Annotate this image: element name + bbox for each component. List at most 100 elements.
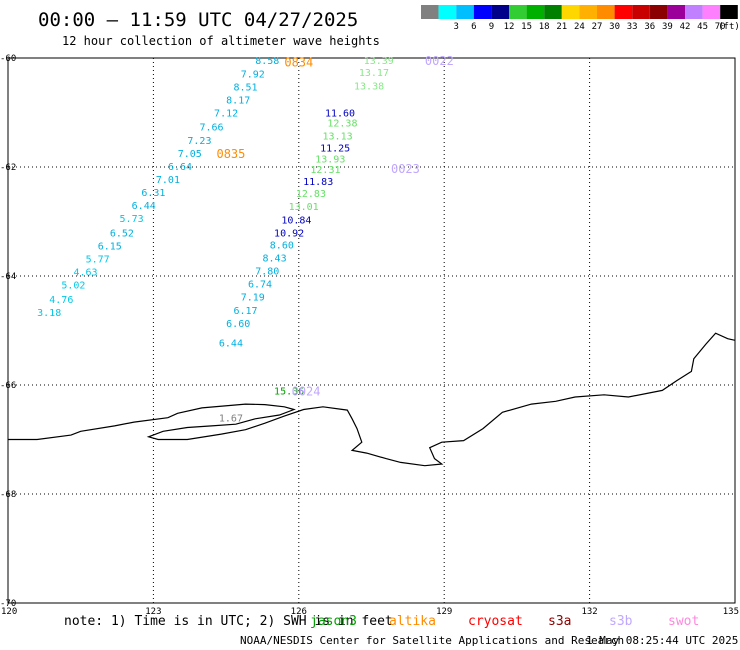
legend-tick-label: 39 [662, 22, 673, 32]
pass-time-labels: 0834 0835 0022 0023 0024 [216, 54, 453, 398]
legend-tick-label: 36 [644, 22, 655, 32]
pass-time-label: 0024 [292, 384, 321, 398]
legend-swatch [456, 5, 474, 19]
legend-swatch [561, 5, 580, 19]
satellite-name: s3a [548, 614, 571, 629]
satellite-name: jason3 [310, 614, 357, 629]
legend-tick-label: 6 [471, 22, 476, 32]
wave-height-label: 6.52 [110, 228, 134, 239]
chart-title: 00:00 – 11:59 UTC 04/27/2025 [38, 9, 358, 31]
x-tick-label: 129 [436, 607, 452, 617]
legend-swatch [667, 5, 685, 19]
chart-subtitle: 12 hour collection of altimeter wave hei… [62, 34, 380, 48]
legend-swatch [491, 5, 509, 19]
wave-height-label: 13.01 [289, 202, 319, 213]
legend-tick-label: 15 [521, 22, 532, 32]
legend-swatch [526, 5, 545, 19]
legend-tick-label: 33 [627, 22, 638, 32]
wave-height-label: 4.63 [73, 268, 97, 279]
wave-height-label: 10.92 [274, 228, 304, 239]
legend-unit: (ft) [718, 22, 740, 32]
x-tick-label: 132 [581, 607, 597, 617]
satellite-name: s3b [609, 614, 633, 629]
wave-height-label: 7.01 [156, 175, 180, 186]
legend-swatch [614, 5, 633, 19]
wave-height-label: 6.64 [168, 162, 192, 173]
axis-ticks: 120 123 126 129 132 135 -60 -62 -64 -66 -68 -70 [0, 54, 739, 617]
wave-height-label: 10.84 [281, 215, 311, 226]
legend-swatch [509, 5, 527, 19]
wave-height-label: 12.31 [310, 165, 340, 176]
satellite-name: altika [389, 614, 436, 629]
wave-height-label: 6.17 [233, 306, 257, 317]
color-legend: 3 6 9 12 15 18 21 24 27 30 33 36 39 42 45 70(ft) [421, 5, 740, 32]
legend-swatch [597, 5, 615, 19]
y-tick-label: -66 [0, 381, 16, 391]
legend-swatch [473, 5, 492, 19]
wave-height-label: 8.58 [255, 56, 279, 67]
plot-frame [7, 57, 736, 604]
footer-timestamp: 1 May 08:25:44 UTC 2025 [586, 634, 738, 647]
legend-swatch [632, 5, 650, 19]
wave-height-label: 11.60 [325, 109, 355, 120]
legend-tick-label: 45 [697, 22, 708, 32]
wave-height-label: 7.19 [241, 293, 265, 304]
wave-height-label: 8.60 [270, 240, 294, 251]
legend-swatch [544, 5, 562, 19]
wave-height-label: 4.76 [49, 295, 73, 306]
wave-height-label: 8.43 [263, 253, 287, 264]
satellite-name: swot [668, 614, 699, 629]
y-tick-label: -68 [0, 490, 16, 500]
legend-swatch [438, 5, 457, 19]
wave-height-points: 8.58 7.92 8.51 8.17 7.12 7.66 7.23 7.05 6.64 7.01… [37, 56, 394, 425]
grid-lines [8, 58, 735, 603]
wave-height-label: 13.93 [315, 154, 345, 165]
wave-height-label: 7.05 [178, 149, 202, 160]
legend-swatch [579, 5, 597, 19]
legend-tick-label: 24 [574, 22, 585, 32]
legend-tick-label: 42 [680, 22, 691, 32]
wave-height-label: 6.74 [248, 280, 272, 291]
wave-height-label: 12.83 [296, 189, 326, 200]
wave-height-label: 11.25 [320, 143, 350, 154]
wave-height-label: 7.66 [200, 123, 224, 134]
legend-swatch [421, 5, 439, 19]
wave-height-label: 6.44 [219, 338, 243, 349]
wave-height-label: 12.38 [327, 118, 357, 129]
wave-height-label: 6.60 [226, 319, 250, 330]
note-text: note: 1) Time is in UTC; 2) SWH is in fe… [64, 614, 393, 629]
wave-height-label: 6.31 [141, 188, 165, 199]
wave-height-label: 8.51 [233, 82, 257, 93]
legend-swatch [649, 5, 668, 19]
legend-tick-label: 21 [556, 22, 567, 32]
wave-height-label: 7.23 [187, 136, 211, 147]
legend-tick-label: 18 [539, 22, 550, 32]
wave-height-label: 5.73 [120, 214, 144, 225]
pass-time-label: 0834 [284, 55, 313, 69]
wave-height-label: 5.02 [61, 281, 85, 292]
wave-height-label: 11.83 [303, 177, 333, 188]
legend-swatch [702, 5, 721, 19]
wave-height-label: 7.80 [255, 267, 279, 278]
footer-source: NOAA/NESDIS Center for Satellite Applica… [240, 634, 624, 647]
y-tick-label: -62 [0, 163, 16, 173]
wave-height-label: 7.92 [241, 69, 265, 80]
wave-height-label: 1.67 [219, 414, 243, 425]
wave-height-label: 5.77 [86, 255, 110, 266]
x-tick-label: 126 [291, 607, 307, 617]
wave-height-label: 6.15 [98, 241, 122, 252]
coastline [8, 332, 736, 467]
wave-height-label: 13.38 [354, 81, 384, 92]
wave-height-label: 6.44 [132, 201, 156, 212]
x-tick-label: 135 [723, 607, 739, 617]
wave-height-label: 13.13 [323, 131, 353, 142]
y-tick-label: -70 [0, 599, 16, 609]
legend-tick-label: 30 [609, 22, 620, 32]
legend-tick-label: 9 [489, 22, 494, 32]
pass-time-label: 0023 [391, 162, 420, 176]
legend-swatch [685, 5, 703, 19]
wave-height-label: 15.36 [274, 386, 304, 397]
legend-tick-label: 3 [453, 22, 458, 32]
x-tick-label: 120 [1, 607, 17, 617]
